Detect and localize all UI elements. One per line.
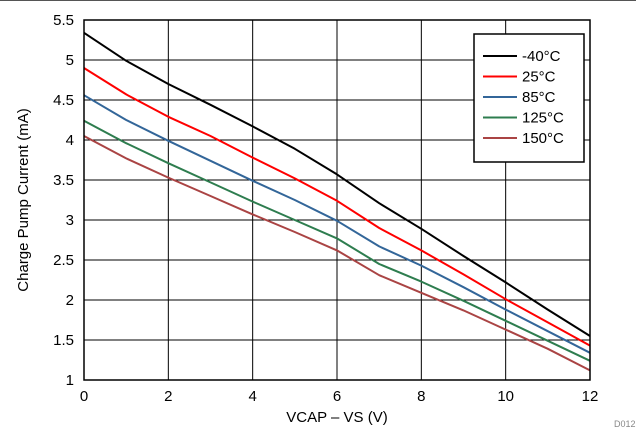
y-tick-label: 4 [66, 132, 74, 149]
x-tick-label: 10 [497, 388, 514, 405]
plot-frame [83, 19, 591, 381]
x-tick-label: 4 [248, 388, 256, 405]
x-axis-label: VCAP – VS (V) [286, 409, 387, 426]
x-tick-label: 0 [80, 388, 88, 405]
legend: -40°C 25°C 85°C 125°C 150°C [473, 33, 585, 163]
x-tick-label: 6 [333, 388, 341, 405]
y-tick-label: 4.5 [53, 92, 74, 109]
y-axis-label: Charge Pump Current (mA) [15, 108, 32, 291]
legend-label: -40°C [522, 48, 561, 65]
y-tick-label: 2.5 [53, 252, 74, 269]
series-line [83, 94, 591, 354]
y-tick-label: 5.5 [53, 12, 74, 29]
series-line [83, 119, 591, 362]
y-tick-label: 3.5 [53, 172, 74, 189]
series-line [83, 31, 591, 337]
series-layer [83, 31, 591, 372]
y-tick-label: 1.5 [53, 332, 74, 349]
series-line [83, 67, 591, 347]
y-tick-label: 1 [66, 372, 74, 389]
legend-label: 125°C [522, 110, 564, 127]
y-tick-label: 2 [66, 292, 74, 309]
legend-label: 85°C [522, 89, 556, 106]
legend-label: 150°C [522, 130, 564, 147]
x-tick-label: 12 [582, 388, 599, 405]
y-tick-label: 5 [66, 52, 74, 69]
top-rule [0, 0, 636, 1]
tick-labels: 0 2 4 6 8 10 12 1 1.5 2 2.5 3 3.5 4 4.5 5 5.5 [53, 12, 598, 405]
x-tick-label: 2 [164, 388, 172, 405]
legend-label: 25°C [522, 69, 556, 86]
series-line [83, 135, 591, 372]
y-tick-label: 3 [66, 212, 74, 229]
x-tick-label: 8 [417, 388, 425, 405]
figure-id: D012 [614, 419, 636, 428]
